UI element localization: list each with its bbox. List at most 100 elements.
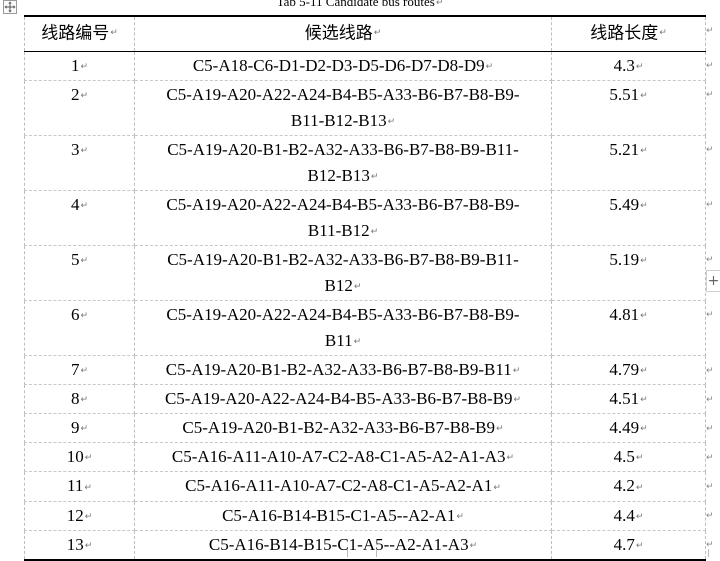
paragraph-mark-icon: ↵	[80, 62, 88, 72]
route-length-cell: 4.49↵	[552, 414, 706, 443]
paragraph-mark-icon: ↵	[470, 541, 478, 551]
route-id-cell: 4↵	[25, 190, 135, 245]
route-length-cell-text: 4.7	[614, 535, 635, 554]
candidate-routes-table: 线路编号↵ 候选线路↵ 线路长度↵ 1↵ C5-A18-C6-D1-D2-D3-D…	[24, 15, 706, 561]
route-cell: C5-A18-C6-D1-D2-D3-D5-D6-D7-D8-D9↵	[135, 51, 552, 80]
row-end-mark-icon: ↵	[706, 90, 714, 100]
route-cell: C5-A19-A20-A22-A24-B4-B5-A33-B6-B7-B8-B9…	[135, 190, 552, 245]
route-length-cell: 4.2↵	[552, 472, 706, 501]
row-end-mark-icon: ↵	[706, 366, 714, 376]
route-cell: C5-A19-A20-A22-A24-B4-B5-A33-B6-B7-B8-B9…	[135, 300, 552, 355]
route-id-cell-text: 13	[67, 535, 84, 554]
route-length-cell: 4.5↵	[552, 443, 706, 472]
route-id-cell: 7↵	[25, 356, 135, 385]
paragraph-mark-icon: ↵	[636, 453, 644, 463]
route-length-cell: 4.79↵	[552, 356, 706, 385]
paragraph-mark-icon: ↵	[80, 311, 88, 321]
route-length-cell-text: 5.19	[609, 250, 639, 269]
table-row: 5↵ C5-A19-A20-B1-B2-A32-A33-B6-B7-B8-B9-B…	[25, 245, 706, 300]
paragraph-mark-icon: ↵	[371, 172, 379, 182]
table-row: 11↵ C5-A16-A11-A10-A7-C2-A8-C1-A5-A2-A1↵ 4…	[25, 472, 706, 501]
ruler-tick	[376, 549, 377, 557]
route-length-cell: 4.3↵	[552, 51, 706, 80]
row-end-mark-icon: ↵	[706, 540, 714, 550]
route-id-cell: 8↵	[25, 385, 135, 414]
header-route-id: 线路编号↵	[25, 16, 135, 51]
paragraph-mark-icon: ↵	[636, 541, 644, 551]
route-id-cell: 6↵	[25, 300, 135, 355]
paragraph-mark-icon: ↵	[354, 282, 362, 292]
route-cell-text: C5-A16-A11-A10-A7-C2-A8-C1-A5-A2-A1-A3	[172, 447, 506, 466]
paragraph-mark-icon: ↵	[80, 366, 88, 376]
paragraph-mark-icon: ↵	[85, 453, 93, 463]
paragraph-mark-icon: ↵	[513, 366, 521, 376]
paragraph-mark-icon: ↵	[640, 256, 648, 266]
route-length-cell: 5.49↵	[552, 190, 706, 245]
table-row: 4↵ C5-A19-A20-A22-A24-B4-B5-A33-B6-B7-B8-…	[25, 190, 706, 245]
table-row: 10↵ C5-A16-A11-A10-A7-C2-A8-C1-A5-A2-A1-A…	[25, 443, 706, 472]
route-cell-text: C5-A16-A11-A10-A7-C2-A8-C1-A5-A2-A1	[185, 476, 492, 495]
route-id-cell-text: 7	[71, 360, 80, 379]
ruler-tick	[708, 549, 709, 557]
route-cell-text: C5-A19-A20-A22-A24-B4-B5-A33-B6-B7-B8-B9…	[166, 305, 519, 350]
route-length-cell: 5.51↵	[552, 80, 706, 135]
paragraph-mark-icon: ↵	[110, 28, 118, 38]
route-length-cell-text: 4.3	[614, 56, 635, 75]
paragraph-mark-icon: ↵	[659, 28, 667, 38]
paragraph-mark-icon: ↵	[486, 62, 494, 72]
route-length-cell-text: 4.51	[609, 389, 639, 408]
route-length-cell: 4.4↵	[552, 501, 706, 530]
row-end-mark-icon: ↵	[706, 511, 714, 521]
paragraph-mark-icon: ↵	[496, 424, 504, 434]
row-end-mark-icon: ↵	[706, 145, 714, 155]
caption-text: Tab 5-11 Candidate bus routes	[277, 0, 435, 9]
route-cell-text: C5-A19-A20-B1-B2-A32-A33-B6-B7-B8-B9-B11…	[167, 250, 519, 295]
route-cell: C5-A19-A20-B1-B2-A32-A33-B6-B7-B8-B9-B11…	[135, 356, 552, 385]
route-id-cell-text: 6	[71, 305, 80, 324]
paragraph-mark-icon: ↵	[80, 91, 88, 101]
paragraph-mark-icon: ↵	[80, 256, 88, 266]
paragraph-mark-icon: ↵	[388, 117, 396, 127]
route-id-cell: 11↵	[25, 472, 135, 501]
paragraph-mark-icon: ↵	[636, 512, 644, 522]
paragraph-mark-icon: ↵	[80, 395, 88, 405]
paragraph-mark-icon: ↵	[80, 146, 88, 156]
route-cell-text: C5-A19-A20-A22-A24-B4-B5-A33-B6-B7-B8-B9…	[166, 195, 519, 240]
table-row: 1↵ C5-A18-C6-D1-D2-D3-D5-D6-D7-D8-D9↵ 4.3↵	[25, 51, 706, 80]
paragraph-mark-icon: ↵	[640, 366, 648, 376]
route-id-cell: 10↵	[25, 443, 135, 472]
route-cell: C5-A19-A20-B1-B2-A32-A33-B6-B7-B8-B9-B11…	[135, 135, 552, 190]
paragraph-mark-icon: ↵	[640, 91, 648, 101]
table-row: 9↵ C5-A19-A20-B1-B2-A32-A33-B6-B7-B8-B9↵ 4…	[25, 414, 706, 443]
header-candidate-route: 候选线路↵	[135, 16, 552, 51]
route-cell-text: C5-A19-A20-B1-B2-A32-A33-B6-B7-B8-B9-B11…	[167, 140, 519, 185]
route-id-cell-text: 1	[71, 56, 80, 75]
paragraph-mark-icon: ↵	[640, 311, 648, 321]
paragraph-mark-icon: ↵	[640, 146, 648, 156]
paragraph-mark-icon: ↵	[640, 395, 648, 405]
route-cell-text: C5-A19-A20-A22-A24-B4-B5-A33-B6-B7-B8-B9…	[166, 85, 519, 130]
paragraph-mark-icon: ↵	[374, 28, 382, 38]
route-length-cell-text: 5.51	[609, 85, 639, 104]
paragraph-mark-icon: ↵	[85, 512, 93, 522]
add-row-button[interactable]: +	[706, 270, 720, 292]
paragraph-mark-icon: ↵	[493, 483, 501, 493]
table-caption: Tab 5-11 Candidate bus routes↵	[0, 0, 720, 10]
route-length-cell-text: 4.5	[614, 447, 635, 466]
route-cell: C5-A19-A20-B1-B2-A32-A33-B6-B7-B8-B9-B11…	[135, 245, 552, 300]
route-id-cell-text: 3	[71, 140, 80, 159]
route-length-cell-text: 5.49	[609, 195, 639, 214]
route-length-cell: 5.21↵	[552, 135, 706, 190]
route-length-cell-text: 4.4	[614, 506, 635, 525]
route-id-cell-text: 11	[67, 476, 83, 495]
route-id-cell: 3↵	[25, 135, 135, 190]
table-row: 8↵ C5-A19-A20-A22-A24-B4-B5-A33-B6-B7-B8-…	[25, 385, 706, 414]
route-cell: C5-A16-B14-B15-C1-A5--A2-A1↵	[135, 501, 552, 530]
route-id-cell: 5↵	[25, 245, 135, 300]
paragraph-mark-icon: ↵	[636, 62, 644, 72]
route-id-cell-text: 9	[71, 418, 80, 437]
route-length-cell-text: 4.79	[609, 360, 639, 379]
table-row: 3↵ C5-A19-A20-B1-B2-A32-A33-B6-B7-B8-B9-B…	[25, 135, 706, 190]
paragraph-mark-icon: ↵	[436, 0, 444, 8]
route-length-cell-text: 4.81	[609, 305, 639, 324]
